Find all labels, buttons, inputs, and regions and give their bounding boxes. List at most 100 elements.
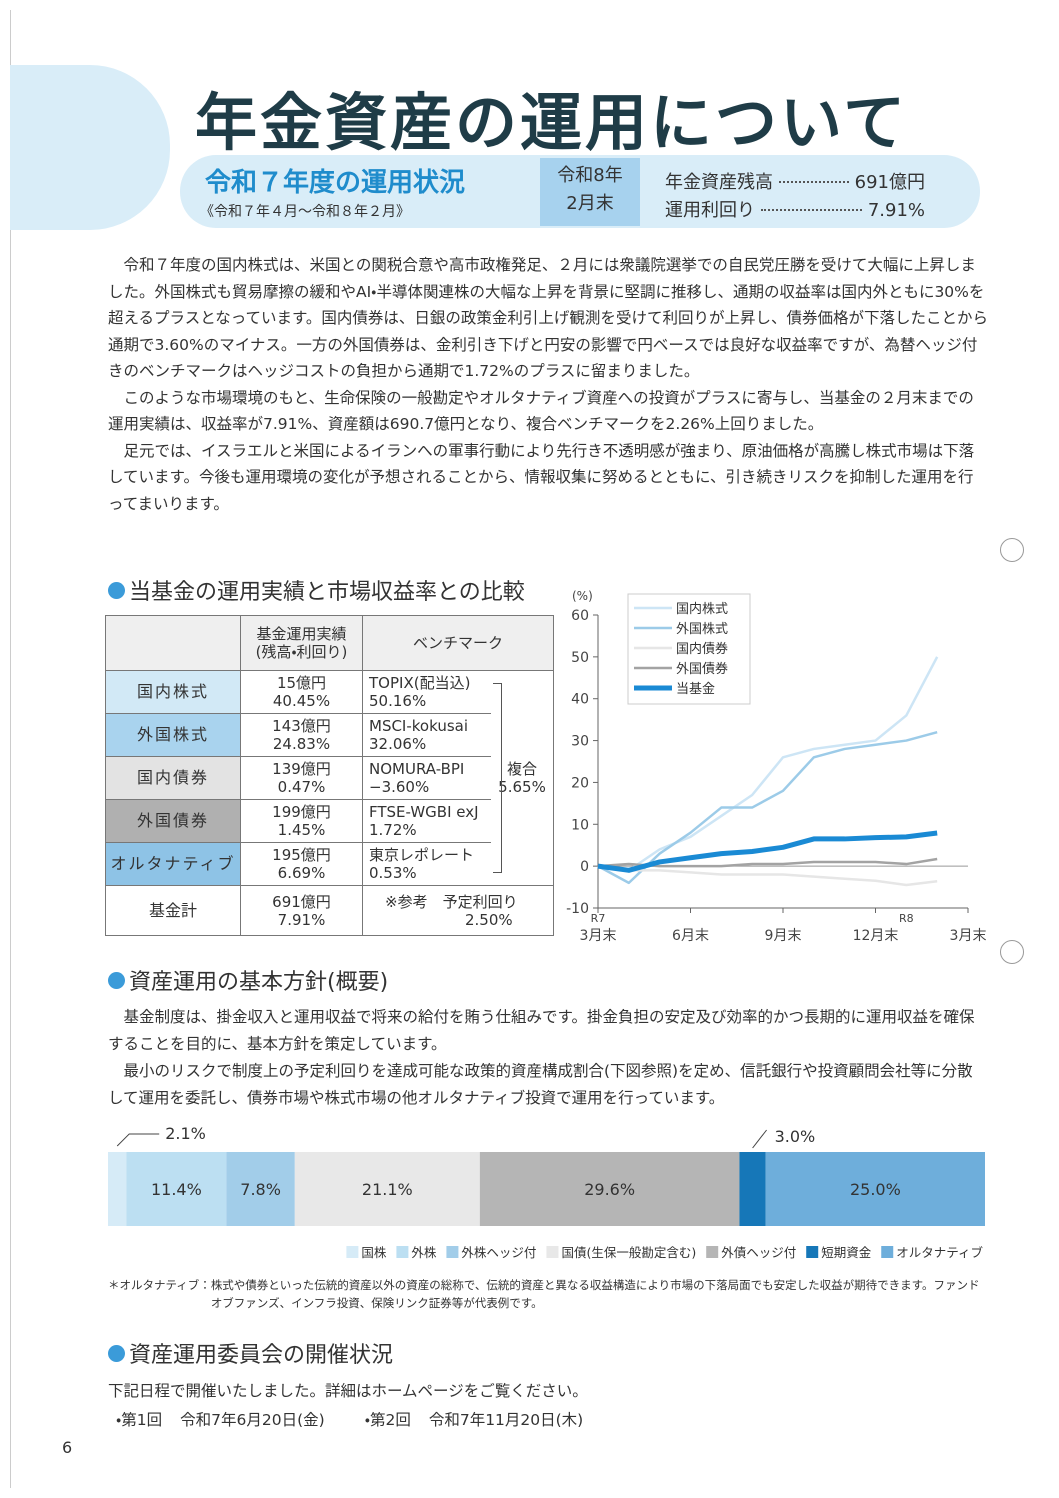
header-text: 基金運用実績 — [256, 625, 347, 643]
legend-label: 国内債券 — [676, 641, 728, 657]
section-heading: 当基金の運用実績と市場収益率との比較 — [108, 574, 525, 606]
header-text: (残高・利回り) — [255, 643, 348, 661]
header-row: 基金運用実績 (残高・利回り) ベンチマーク — [105, 615, 554, 671]
benchmark-return: 1.72% — [369, 821, 417, 839]
summary-value: 7.91% — [867, 200, 925, 221]
table-row: 外国債券 199億円 1.45% FTSE-WGBI exJ 1.72% — [105, 799, 554, 843]
bar-segment — [765, 1152, 985, 1226]
bracket — [493, 683, 502, 873]
summary-label: 年金資産残高 — [665, 172, 773, 193]
legend-label: 短期資金 — [821, 1245, 872, 1260]
legend-label: 当基金 — [676, 682, 715, 697]
line-chart: (%) -10 0 10 20 30 40 50 60 3月末 6月末 9月末 12月末 3月末 R7 R8 国… — [566, 590, 987, 944]
header-tab — [10, 65, 170, 230]
return: 7.91% — [277, 910, 326, 929]
section-heading: 資産運用の基本方針(概要) — [108, 964, 388, 996]
legend-swatch — [806, 1246, 819, 1258]
y-tick-label: 30 — [571, 734, 589, 750]
heading-text: 資産運用の基本方針(概要) — [129, 970, 389, 995]
value-label: 25.0% — [850, 1180, 901, 1199]
amount: 199億円 — [272, 803, 331, 821]
footnote-label: ＊オルタナティブ： — [108, 1278, 211, 1292]
paragraph: このような市場環境のもと、生命保険の一般勘定やオルタナティブ資産への投資がプラス… — [108, 388, 974, 434]
series-line — [597, 830, 938, 873]
series-line — [597, 730, 938, 885]
summary-row: 年金資産残高 691億円 — [665, 168, 925, 194]
paragraph: 令和７年度の国内株式は、米国との関税合意や高市政権発足、２月には衆議院選挙での自… — [108, 256, 988, 380]
page-number: 6 — [62, 1438, 73, 1457]
benchmark: FTSE-WGBI exJ 1.72% — [362, 799, 491, 843]
legend-swatch — [396, 1246, 409, 1258]
year-label: R8 — [899, 912, 914, 925]
composite: 複合 5.65% — [491, 670, 554, 886]
value-label: 29.6% — [584, 1180, 635, 1199]
value-label: 2.1% — [165, 1124, 206, 1143]
asof-line: 令和8年 — [557, 165, 623, 186]
summary-value: 691億円 — [854, 172, 925, 193]
y-tick-label: 0 — [580, 859, 589, 875]
heading-text: 資産運用委員会の開催状況 — [129, 1343, 394, 1368]
amount: 691億円 — [272, 892, 331, 911]
amount: 195億円 — [272, 846, 331, 864]
return: 6.69% — [277, 864, 326, 882]
table-row: 国内債券 139億円 0.47% NOMURA-BPI −3.60% — [105, 756, 554, 800]
fund-result: 195億円 6.69% — [240, 842, 363, 886]
legend-label: 外債ヘッジ付 — [721, 1245, 796, 1260]
value-label: 21.1% — [362, 1180, 413, 1199]
x-tick-label: 3月末 — [950, 928, 987, 944]
legend-label: 外株 — [411, 1245, 437, 1260]
y-tick-label: 50 — [571, 650, 589, 666]
y-tick-label: 20 — [571, 775, 589, 791]
title: 年金資産の運用について — [195, 86, 909, 159]
benchmark: TOPIX(配当込) 50.16% — [362, 670, 491, 714]
period: 《令和７年４月～令和８年２月》 — [200, 204, 410, 220]
row-name: 国内債券 — [105, 756, 241, 800]
meeting-intro: 下記日程で開催いたしました。詳細はホームページをご覧ください。 — [108, 1382, 588, 1400]
table-row: オルタナティブ 195億円 6.69% 東京レポレート 0.53% — [105, 842, 554, 886]
header-cell — [105, 615, 241, 671]
punch-hole — [1000, 940, 1024, 964]
header-text: ベンチマーク — [412, 634, 503, 652]
benchmark-return: 32.06% — [369, 735, 427, 753]
return: 1.45% — [277, 821, 326, 839]
table-row: 国内株式 15億円 40.45% TOPIX(配当込) 50.16% 複合 5.65% — [105, 670, 554, 886]
body-text: 令和７年度の国内株式は、米国との関税合意や高市政権発足、２月には衆議院選挙での自… — [108, 252, 988, 517]
header-cell: 基金運用実績 (残高・利回り) — [240, 615, 363, 671]
y-tick-label: 60 — [571, 608, 589, 624]
bar-segment — [294, 1152, 480, 1226]
legend-swatch — [881, 1246, 894, 1258]
meeting: ・第1回 令和7年6月20日(金) — [116, 1411, 325, 1429]
benchmark-return: −3.60% — [369, 778, 430, 796]
table: 基金運用実績 (残高・利回り) ベンチマーク 国内株式 15億円 40.45% TOPIX(… — [105, 615, 554, 936]
amount: 15億円 — [276, 674, 327, 692]
legend-swatch — [546, 1246, 559, 1258]
note-value: 2.50% — [465, 910, 513, 929]
paragraph: 足元では、イスラエルと米国によるイランへの軍事行動により先行き不透明感が強まり、… — [108, 441, 975, 513]
benchmark-return: 0.53% — [369, 864, 417, 882]
legend-label: 国債(生保一般勘定含む) — [561, 1245, 696, 1260]
bar-segment — [226, 1152, 295, 1226]
return: 40.45% — [272, 692, 331, 710]
meeting: ・第2回 令和7年11月20日(木) — [365, 1411, 584, 1429]
heading-text: 当基金の運用実績と市場収益率との比較 — [129, 580, 525, 605]
legend-swatch — [446, 1246, 459, 1258]
legend-swatch — [706, 1246, 719, 1258]
header-cell: ベンチマーク — [362, 615, 554, 671]
subtitle: 令和７年度の運用状況 — [205, 168, 466, 198]
x-tick-label: 6月末 — [672, 928, 709, 944]
bar-segment — [126, 1152, 227, 1226]
year-label: R7 — [591, 912, 606, 925]
fund-result: 691億円 7.91% — [240, 885, 363, 936]
row-name: 外国株式 — [105, 713, 241, 757]
bar-segment — [479, 1152, 740, 1226]
legend-label: 外国債券 — [676, 662, 728, 677]
bar-segment — [108, 1152, 127, 1226]
allocation-chart: 2.1% 11.4% 7.8% 21.1% 29.6% 3.0% 25.0% 国株 外株 外株ヘッ… — [108, 1124, 985, 1260]
benchmark: NOMURA-BPI −3.60% — [362, 756, 491, 800]
series-line — [597, 656, 939, 872]
meeting-list: ・第1回 令和7年6月20日(金) ・第2回 令和7年11月20日(木) — [108, 1406, 623, 1435]
benchmark-name: NOMURA-BPI — [369, 760, 465, 778]
y-tick-label: 40 — [571, 692, 589, 708]
series-line — [597, 864, 938, 887]
